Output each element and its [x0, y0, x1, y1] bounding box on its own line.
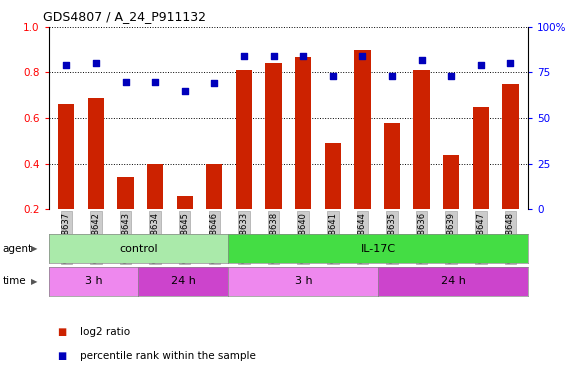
Point [121, 79, 130, 85]
Point [269, 53, 278, 59]
Text: ■: ■ [57, 351, 66, 361]
Text: IL-17C: IL-17C [361, 243, 396, 254]
Bar [413, 70, 430, 255]
Bar [88, 98, 104, 255]
Text: agent: agent [3, 243, 33, 254]
Bar [325, 143, 341, 255]
Bar [354, 50, 371, 255]
Bar [147, 164, 163, 255]
Point [299, 53, 308, 59]
Bar [502, 84, 518, 255]
Text: ■: ■ [57, 327, 66, 337]
Bar [384, 122, 400, 255]
Bar [473, 107, 489, 255]
Point [239, 53, 248, 59]
Text: time: time [3, 276, 26, 286]
Point [417, 56, 426, 63]
Bar [236, 70, 252, 255]
Text: 3 h: 3 h [85, 276, 102, 286]
Bar [206, 164, 223, 255]
Point [91, 60, 100, 66]
Text: ▶: ▶ [31, 277, 37, 286]
Point [210, 80, 219, 86]
Point [358, 53, 367, 59]
Text: GDS4807 / A_24_P911132: GDS4807 / A_24_P911132 [43, 10, 206, 23]
Point [506, 60, 515, 66]
Bar [176, 195, 193, 255]
Bar [266, 63, 282, 255]
Text: 24 h: 24 h [171, 276, 196, 286]
Bar [295, 56, 311, 255]
Bar [443, 155, 459, 255]
Text: ▶: ▶ [31, 244, 37, 253]
Text: percentile rank within the sample: percentile rank within the sample [80, 351, 256, 361]
Point [476, 62, 485, 68]
Point [447, 73, 456, 79]
Text: 24 h: 24 h [441, 276, 466, 286]
Text: 3 h: 3 h [295, 276, 312, 286]
Bar [118, 177, 134, 255]
Point [151, 79, 160, 85]
Point [180, 88, 190, 94]
Text: control: control [119, 243, 158, 254]
Point [62, 62, 71, 68]
Point [328, 73, 337, 79]
Bar [58, 104, 74, 255]
Point [387, 73, 396, 79]
Text: log2 ratio: log2 ratio [80, 327, 130, 337]
